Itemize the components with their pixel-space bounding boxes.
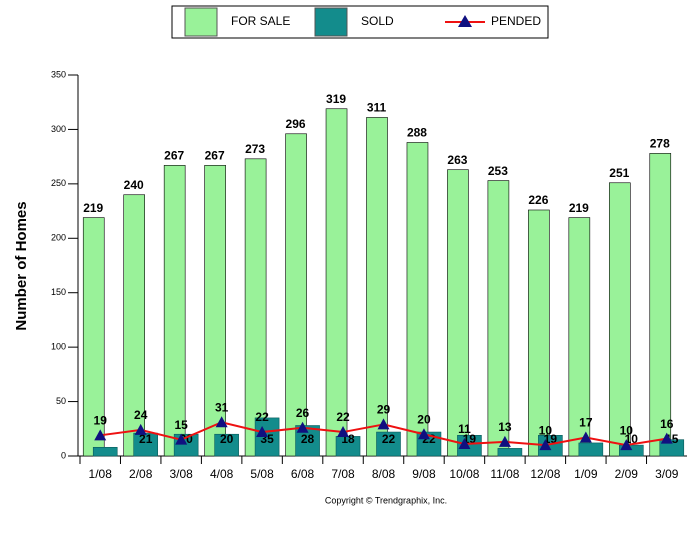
x-tick-label: 1/09	[574, 467, 598, 481]
bar	[214, 433, 239, 457]
y-axis-label: Number of Homes	[13, 201, 30, 330]
value-label: 13	[498, 420, 512, 434]
legend-label: SOLD	[361, 14, 394, 28]
x-tick-label: 3/08	[169, 467, 193, 481]
marker	[256, 426, 269, 438]
value-label: 10	[620, 423, 634, 437]
legend-label: FOR SALE	[231, 14, 290, 28]
marker	[417, 428, 430, 440]
bar	[538, 435, 563, 457]
value-label: 296	[286, 117, 306, 131]
legend	[171, 5, 549, 39]
bar	[487, 180, 510, 457]
value-label: 20	[220, 432, 234, 446]
bar	[578, 442, 604, 457]
marker	[620, 439, 633, 451]
marker	[94, 429, 107, 441]
marker	[175, 433, 188, 445]
bar	[163, 165, 186, 457]
marker	[134, 423, 147, 435]
legend-box	[171, 5, 549, 39]
value-label: 273	[245, 142, 265, 156]
value-label: 278	[650, 137, 670, 151]
value-label: 24	[134, 408, 148, 422]
marker	[215, 416, 228, 428]
x-tick-label: 2/08	[129, 467, 153, 481]
value-label: 31	[215, 400, 229, 414]
y-tick-label: 50	[56, 396, 66, 406]
y-tick-label: 0	[61, 450, 66, 460]
value-label: 11	[458, 422, 471, 436]
legend-swatch	[314, 7, 348, 37]
y-tick-label: 300	[51, 124, 66, 134]
value-label: 21	[139, 432, 153, 446]
value-label: 253	[488, 164, 508, 178]
value-label: 10	[539, 423, 553, 437]
bar	[608, 182, 631, 457]
bar	[497, 448, 523, 457]
bar	[92, 446, 118, 457]
value-label: 22	[255, 410, 269, 424]
value-label: 15	[174, 418, 188, 432]
value-label: 267	[164, 149, 184, 163]
value-label: 22	[336, 410, 350, 424]
value-label: 26	[296, 406, 310, 420]
bar	[659, 439, 685, 457]
bar	[528, 209, 550, 457]
legend-marker	[458, 15, 472, 27]
value-label: 19	[94, 413, 108, 427]
x-tick-label: 7/08	[331, 467, 355, 481]
bar	[376, 431, 401, 457]
x-tick-label: 10/08	[449, 467, 479, 481]
copyright: Copyright © Trendgraphix, Inc.	[325, 495, 447, 505]
y-tick-label: 350	[51, 69, 66, 79]
x-tick-label: 5/08	[250, 467, 274, 481]
x-tick-label: 4/08	[210, 467, 234, 481]
value-label: 311	[367, 101, 387, 115]
x-tick-label: 3/09	[655, 467, 679, 481]
marker	[296, 421, 309, 433]
value-label: 240	[124, 178, 144, 192]
x-tick-label: 2/09	[615, 467, 639, 481]
y-tick-label: 200	[51, 233, 66, 243]
legend-swatch	[184, 7, 218, 37]
x-tick-label: 6/08	[291, 467, 315, 481]
y-tick-label: 150	[51, 287, 66, 297]
value-label: 251	[609, 166, 629, 180]
value-label: 319	[326, 92, 346, 106]
bar	[406, 142, 429, 457]
value-label: 28	[301, 432, 315, 446]
value-label: 20	[417, 412, 431, 426]
marker	[458, 438, 471, 450]
x-tick-label: 1/08	[89, 467, 113, 481]
value-label: 219	[83, 201, 103, 215]
value-label: 29	[377, 403, 391, 417]
marker	[377, 418, 390, 430]
value-label: 17	[579, 416, 593, 430]
x-tick-label: 9/08	[412, 467, 436, 481]
x-tick-label: 11/08	[490, 467, 519, 481]
y-tick-label: 250	[51, 178, 66, 188]
bar	[447, 169, 469, 457]
value-label: 219	[569, 201, 589, 215]
value-label: 267	[205, 149, 225, 163]
bar	[325, 108, 348, 457]
legend-label: PENDED	[491, 14, 541, 28]
x-tick-label: 12/08	[530, 467, 560, 481]
value-label: 16	[660, 417, 674, 431]
value-label: 263	[447, 153, 467, 167]
bar	[649, 153, 672, 457]
x-tick-label: 8/08	[372, 467, 396, 481]
value-label: 22	[382, 432, 396, 446]
marker	[539, 439, 552, 451]
marker	[337, 426, 350, 438]
marker	[498, 435, 511, 447]
marker	[579, 431, 592, 443]
value-label: 226	[528, 193, 548, 207]
marker	[660, 432, 673, 444]
value-label: 288	[407, 126, 427, 140]
y-tick-label: 100	[51, 342, 66, 352]
